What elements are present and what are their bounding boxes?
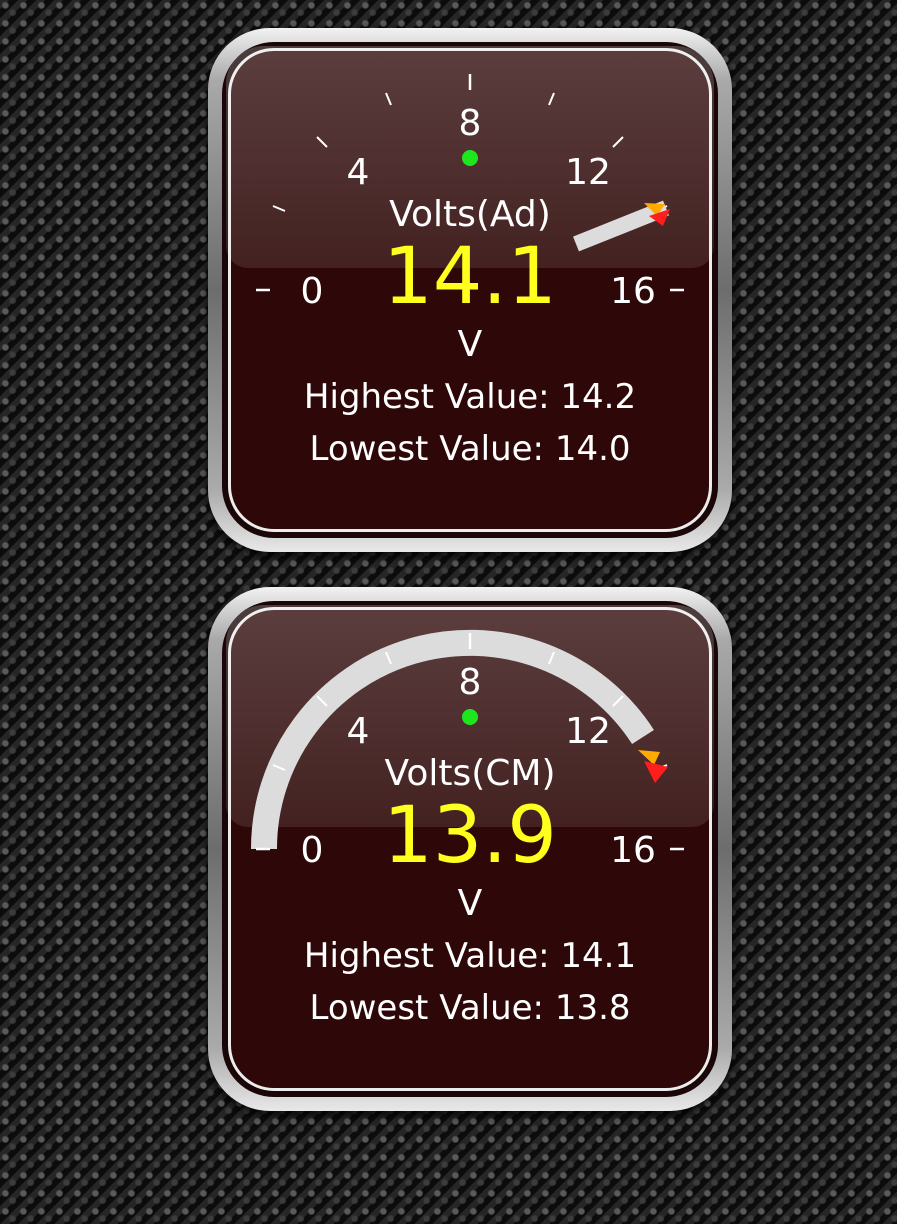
dial-ticks <box>256 633 684 851</box>
max-marker-low <box>638 750 660 765</box>
dial-label-8: 8 <box>459 662 482 703</box>
dial-label-8: 8 <box>459 103 482 144</box>
indicator-dot <box>462 709 478 725</box>
lowest-value: Lowest Value: 13.8 <box>309 988 630 1028</box>
dial-label-16: 16 <box>610 271 656 312</box>
gauge-dial: 0 4 8 12 16 Volts(Ad) 14.1 V Highest Val… <box>256 74 684 469</box>
dial-label-4: 4 <box>347 711 370 752</box>
gauge-volts-cm[interactable]: 0 4 8 12 16 Volts(CM) 13.9 V Highest Val… <box>208 587 732 1111</box>
dial-label-4: 4 <box>347 152 370 193</box>
max-marker-high <box>644 761 668 783</box>
dial-tick <box>385 92 392 106</box>
gauge-needle <box>573 200 669 252</box>
gauge-title: Volts(Ad) <box>389 194 551 235</box>
dial-tick <box>316 695 328 707</box>
max-marker-low <box>644 203 665 216</box>
dial-label-0: 0 <box>301 271 324 312</box>
dial-label-12: 12 <box>565 152 611 193</box>
dial-tick <box>385 651 392 665</box>
gauge-value: 13.9 <box>383 791 557 881</box>
dial-tick <box>316 136 328 148</box>
highest-value: Highest Value: 14.2 <box>304 377 636 417</box>
dial-label-0: 0 <box>301 830 324 871</box>
gauge-arc <box>251 629 654 850</box>
highest-value: Highest Value: 14.1 <box>304 936 636 976</box>
gauge-title: Volts(CM) <box>384 753 555 794</box>
dial-tick <box>612 695 624 707</box>
gauge-dial: 0 4 8 12 16 Volts(CM) 13.9 V Highest Val… <box>251 629 684 1028</box>
dial-tick <box>272 764 286 771</box>
gauge-volts-ad[interactable]: 0 4 8 12 16 Volts(Ad) 14.1 V Highest Val… <box>208 28 732 552</box>
lowest-value: Lowest Value: 14.0 <box>309 429 630 469</box>
dial-tick <box>612 136 624 148</box>
gauge-unit: V <box>458 324 483 365</box>
gauge-face <box>228 607 712 1091</box>
dial-label-12: 12 <box>565 711 611 752</box>
dial-tick <box>548 92 555 106</box>
gauge-value: 14.1 <box>383 232 557 322</box>
dial-label-16: 16 <box>610 830 656 871</box>
dial-tick <box>272 205 286 212</box>
gauge-unit: V <box>458 883 483 924</box>
max-marker-high <box>649 209 670 226</box>
gauge-face <box>228 48 712 532</box>
dial-tick <box>548 651 555 665</box>
indicator-dot <box>462 150 478 166</box>
